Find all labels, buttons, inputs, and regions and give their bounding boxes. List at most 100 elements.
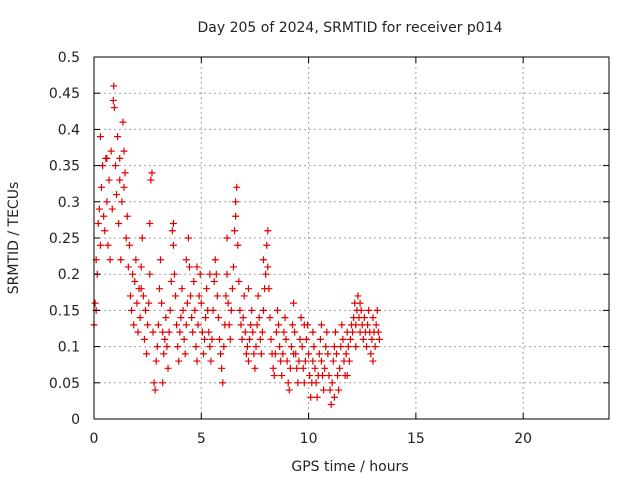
data-point bbox=[128, 306, 136, 314]
data-point bbox=[95, 205, 103, 213]
data-point bbox=[262, 270, 270, 278]
data-point bbox=[152, 357, 160, 365]
data-point bbox=[145, 299, 153, 307]
data-point bbox=[320, 386, 328, 394]
data-point bbox=[232, 212, 240, 220]
data-point bbox=[223, 234, 231, 242]
data-point bbox=[166, 306, 174, 314]
data-point bbox=[137, 263, 145, 271]
data-point bbox=[282, 335, 290, 343]
data-point bbox=[168, 227, 176, 235]
data-point bbox=[233, 183, 241, 191]
data-point bbox=[277, 357, 285, 365]
data-point bbox=[181, 350, 189, 358]
data-point bbox=[110, 104, 118, 112]
data-point bbox=[99, 162, 107, 170]
chart-title: Day 205 of 2024, SRMTID for receiver p01… bbox=[197, 20, 502, 36]
data-point bbox=[360, 314, 368, 322]
data-point bbox=[150, 379, 158, 387]
data-point bbox=[165, 328, 173, 336]
y-axis-label: SRMTID / TECUs bbox=[6, 182, 22, 295]
data-point bbox=[91, 299, 99, 307]
data-point bbox=[330, 393, 338, 401]
data-point bbox=[235, 277, 243, 285]
data-point bbox=[147, 176, 155, 184]
data-point bbox=[121, 169, 129, 177]
data-point bbox=[173, 321, 181, 329]
data-point bbox=[133, 299, 141, 307]
data-point bbox=[119, 118, 127, 126]
data-point bbox=[109, 96, 117, 104]
data-point bbox=[352, 321, 360, 329]
data-point bbox=[375, 335, 383, 343]
data-point bbox=[236, 306, 244, 314]
data-point bbox=[357, 306, 365, 314]
data-point bbox=[153, 343, 161, 351]
data-point bbox=[96, 241, 104, 249]
data-point bbox=[180, 335, 188, 343]
data-point bbox=[211, 256, 219, 264]
data-point bbox=[372, 321, 380, 329]
data-point bbox=[96, 133, 104, 141]
y-tick-label: 0.5 bbox=[58, 50, 80, 66]
y-tick-label: 0.05 bbox=[49, 376, 80, 392]
data-point bbox=[140, 335, 148, 343]
data-point bbox=[163, 343, 171, 351]
data-point bbox=[276, 343, 284, 351]
data-point bbox=[309, 328, 317, 336]
data-point bbox=[260, 256, 268, 264]
data-point bbox=[251, 364, 259, 372]
data-point bbox=[116, 154, 124, 162]
data-point bbox=[130, 321, 138, 329]
data-point bbox=[164, 364, 172, 372]
data-point bbox=[136, 314, 144, 322]
data-point bbox=[212, 270, 220, 278]
data-point bbox=[237, 321, 245, 329]
data-point bbox=[125, 241, 133, 249]
data-point bbox=[104, 241, 112, 249]
data-point bbox=[131, 277, 139, 285]
data-point bbox=[206, 270, 214, 278]
data-point bbox=[312, 379, 320, 387]
data-point bbox=[248, 306, 256, 314]
data-point bbox=[160, 350, 168, 358]
data-point bbox=[374, 328, 382, 336]
data-point bbox=[159, 379, 167, 387]
data-point bbox=[242, 350, 250, 358]
data-point bbox=[257, 350, 265, 358]
data-point bbox=[275, 321, 283, 329]
data-point bbox=[191, 306, 199, 314]
data-point bbox=[229, 263, 237, 271]
y-tick-label: 0.25 bbox=[49, 231, 80, 247]
data-point bbox=[365, 306, 373, 314]
data-point bbox=[142, 306, 149, 314]
data-point bbox=[290, 299, 298, 307]
plot-frame bbox=[93, 56, 610, 420]
data-point bbox=[241, 328, 249, 336]
data-point bbox=[332, 350, 340, 358]
data-point bbox=[206, 343, 214, 351]
data-point bbox=[301, 357, 309, 365]
data-point bbox=[234, 241, 242, 249]
data-point bbox=[285, 386, 293, 394]
data-point bbox=[117, 256, 125, 264]
y-axis-ticks: 0 0.05 0.1 0.15 0.2 0.25 0.3 0.35 0.4 0.45 0.5 bbox=[49, 50, 609, 428]
data-point bbox=[245, 357, 252, 365]
data-point bbox=[193, 263, 201, 271]
data-point bbox=[179, 306, 187, 314]
data-point bbox=[158, 299, 166, 307]
data-point bbox=[143, 350, 151, 358]
data-point bbox=[346, 335, 354, 343]
data-point bbox=[161, 335, 169, 343]
data-point bbox=[331, 328, 339, 336]
data-point bbox=[369, 357, 377, 365]
data-point bbox=[283, 357, 291, 365]
data-point bbox=[184, 234, 192, 242]
data-point bbox=[176, 328, 184, 336]
data-point bbox=[238, 335, 246, 343]
data-point bbox=[240, 292, 248, 300]
data-point bbox=[108, 205, 116, 213]
y-tick-label: 0.15 bbox=[49, 303, 80, 319]
data-point bbox=[291, 328, 299, 336]
data-point bbox=[185, 263, 193, 271]
